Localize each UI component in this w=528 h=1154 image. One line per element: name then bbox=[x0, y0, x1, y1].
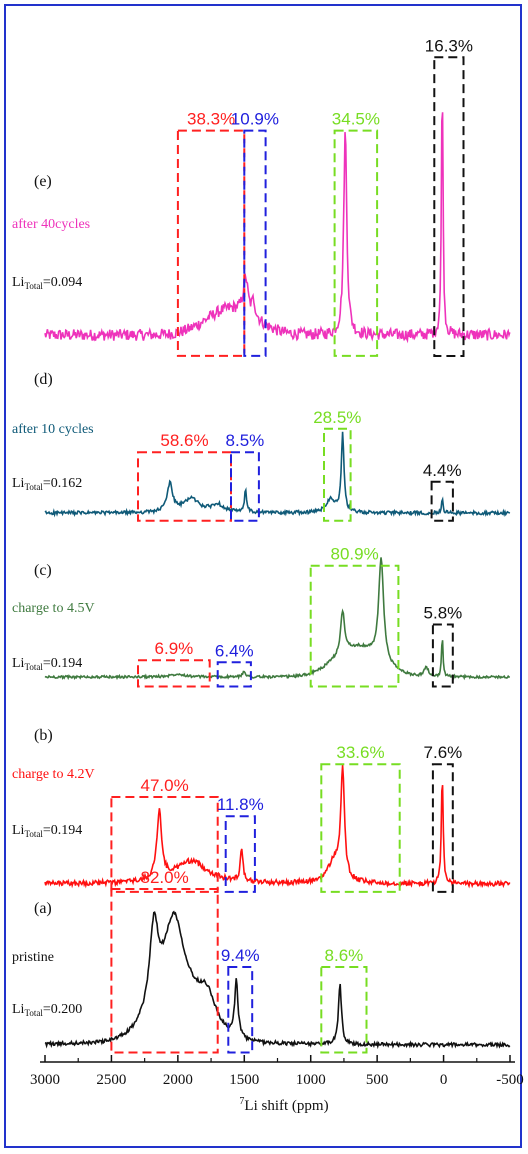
panel-label-a: (a) bbox=[34, 900, 52, 917]
x-tick-label-6: 0 bbox=[440, 1072, 448, 1088]
integration-box-a-red bbox=[110, 888, 219, 1054]
integration-box-d-green bbox=[323, 427, 352, 522]
integration-box-e-blue bbox=[243, 129, 267, 357]
panel-label-e: (e) bbox=[34, 173, 52, 190]
percent-label-c-blue: 6.4% bbox=[215, 641, 254, 660]
integration-box-b-red bbox=[110, 796, 219, 893]
integration-box-b-black bbox=[431, 763, 454, 893]
li-total-c: LiTotal=0.194 bbox=[12, 656, 82, 672]
integration-box-a-blue bbox=[227, 966, 254, 1054]
x-axis: 3000 2500 2000 1500 1000 500 0 -500 bbox=[30, 1055, 524, 1088]
percent-label-d-red: 58.6% bbox=[160, 431, 208, 450]
percent-label-b-green: 33.6% bbox=[336, 743, 384, 762]
x-axis-label-main: Li shift (ppm) bbox=[244, 1098, 328, 1114]
integration-box-c-green bbox=[309, 564, 400, 688]
percent-label-b-black: 7.6% bbox=[424, 743, 463, 762]
spectrum-line-a bbox=[44, 910, 511, 1050]
integration-box-b-blue bbox=[224, 815, 256, 893]
panel-a: 82.0% 9.4% 8.6% (a) pristine LiTotal=0.200 bbox=[12, 868, 511, 1054]
panel-c: 6.9% 6.4% 80.9% 5.8% (c) charge to 4.5V LiTota… bbox=[12, 545, 511, 688]
sample-name-e: after 40cycles bbox=[12, 217, 90, 232]
integration-box-e-green bbox=[333, 129, 379, 357]
percent-label-a-green: 8.6% bbox=[325, 946, 364, 965]
percent-label-d-green: 28.5% bbox=[313, 408, 361, 427]
percent-label-a-blue: 9.4% bbox=[221, 946, 260, 965]
x-tick-label-5: 500 bbox=[366, 1072, 389, 1088]
x-tick-label-2: 2000 bbox=[163, 1072, 193, 1088]
percent-label-c-red: 6.9% bbox=[155, 639, 194, 658]
li-total-e: LiTotal=0.094 bbox=[12, 275, 82, 291]
figure-frame bbox=[4, 4, 522, 1148]
panel-b: 47.0% 11.8% 33.6% 7.6% (b) charge to 4.2V LiTo… bbox=[12, 727, 511, 893]
x-tick-label-4: 1000 bbox=[296, 1072, 326, 1088]
integration-box-c-black bbox=[431, 623, 454, 688]
sample-name-c: charge to 4.5V bbox=[12, 601, 95, 616]
percent-label-b-blue: 11.8% bbox=[217, 795, 264, 814]
integration-box-c-red bbox=[137, 659, 211, 688]
integration-box-d-black bbox=[430, 480, 454, 522]
x-axis-label-superscript: 7 bbox=[239, 1096, 244, 1107]
percent-label-e-black: 16.3% bbox=[425, 36, 473, 55]
percent-label-e-blue: 10.9% bbox=[231, 110, 279, 129]
spectrum-line-b bbox=[44, 764, 511, 889]
li-total-a: LiTotal=0.200 bbox=[12, 1002, 82, 1018]
integration-box-b-green bbox=[320, 763, 401, 893]
x-tick-label-1: 2500 bbox=[96, 1072, 126, 1088]
integration-box-e-red bbox=[176, 129, 246, 357]
spectrum-line-e bbox=[44, 112, 511, 344]
spectra-panels: 38.3%10.9% 34.5% 16.3% (e) after 40cycles LiT… bbox=[12, 36, 511, 1054]
li-total-d: LiTotal=0.162 bbox=[12, 476, 82, 492]
integration-box-c-blue bbox=[216, 661, 252, 688]
percent-label-d-black: 4.4% bbox=[423, 461, 462, 480]
panel-e: 38.3%10.9% 34.5% 16.3% (e) after 40cycles LiT… bbox=[12, 36, 511, 358]
percent-label-c-black: 5.8% bbox=[424, 604, 463, 623]
panel-label-c: (c) bbox=[34, 562, 52, 579]
panel-label-b: (b) bbox=[34, 727, 53, 744]
panel-label-d: (d) bbox=[34, 371, 53, 388]
sample-name-b: charge to 4.2V bbox=[12, 767, 95, 782]
percent-label-d-blue: 8.5% bbox=[226, 431, 265, 450]
x-tick-label-3: 1500 bbox=[229, 1072, 259, 1088]
x-axis-label: 7Li shift (ppm) bbox=[239, 1096, 328, 1114]
integration-box-e-black bbox=[433, 56, 465, 358]
percent-label-e-green: 34.5% bbox=[332, 110, 380, 129]
x-tick-label-0: 3000 bbox=[30, 1072, 60, 1088]
x-tick-label-7: -500 bbox=[496, 1072, 524, 1088]
sample-name-d: after 10 cycles bbox=[12, 422, 94, 437]
panel-d: 58.6% 8.5% 28.5% 4.4% (d) after 10 cycles LiTo… bbox=[12, 371, 511, 522]
sample-name-a: pristine bbox=[12, 950, 54, 965]
percent-label-e-red: 38.3% bbox=[187, 110, 235, 129]
li-total-b: LiTotal=0.194 bbox=[12, 823, 82, 839]
percent-label-c-green: 80.9% bbox=[330, 545, 378, 564]
integration-box-d-blue bbox=[230, 451, 260, 522]
percent-label-b-red: 47.0% bbox=[140, 776, 188, 795]
percent-label-a-red: 82.0% bbox=[140, 868, 188, 887]
integration-box-a-green bbox=[320, 966, 368, 1054]
